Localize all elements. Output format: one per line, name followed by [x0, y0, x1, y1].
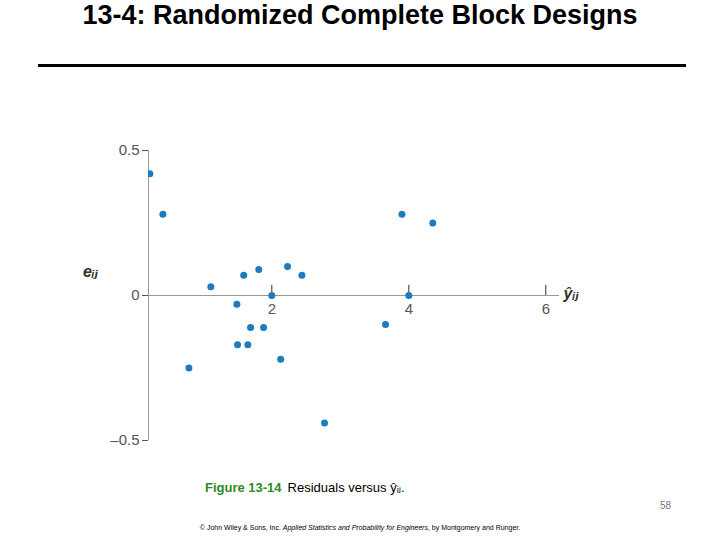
- svg-text:4: 4: [405, 300, 413, 317]
- svg-text:ŷᵢⱼ: ŷᵢⱼ: [563, 285, 580, 302]
- svg-text:2: 2: [268, 300, 276, 317]
- html-text:© John Wiley & Sons, Inc. Appl: © John Wiley & Sons, Inc. Applied Statis…: [199, 524, 521, 531]
- html-text:58: 58: [660, 500, 672, 511]
- html-text:Figure 13-14 Residuals versus: Figure 13-14 Residuals versus ŷᵢⱼ.: [205, 480, 405, 495]
- svg-text:6: 6: [542, 300, 550, 317]
- svg-text:0.5: 0.5: [119, 141, 140, 158]
- html-text:13-4: Randomized Complete Bloc: 13-4: Randomized Complete Block Designs: [82, 0, 638, 30]
- svg-text:–0.5: –0.5: [110, 431, 139, 448]
- svg-text:eᵢⱼ: eᵢⱼ: [83, 263, 99, 280]
- svg-text:0: 0: [131, 286, 139, 303]
